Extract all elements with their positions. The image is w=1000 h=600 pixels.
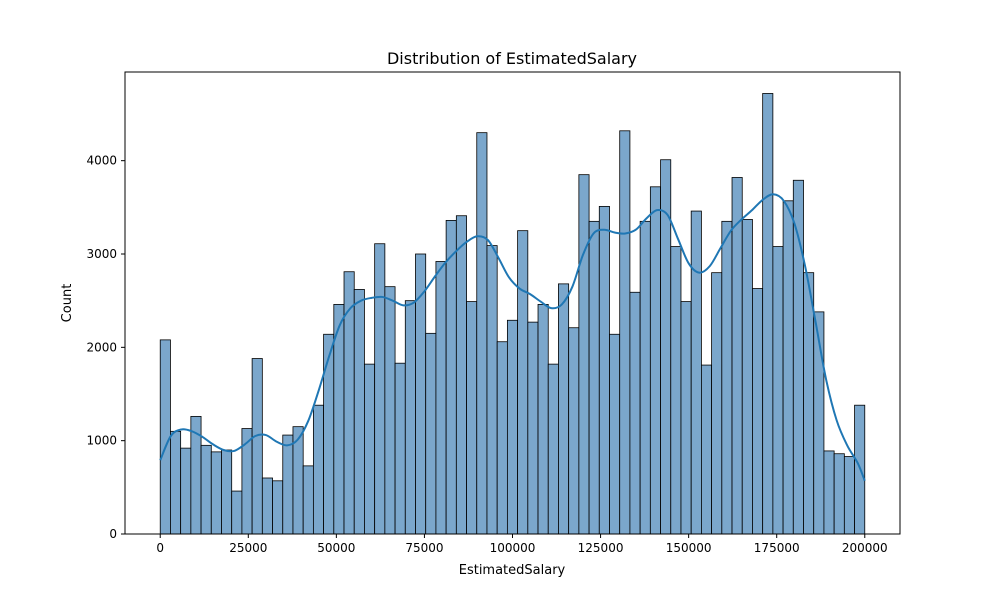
histogram-bar bbox=[762, 93, 774, 535]
histogram-bar bbox=[374, 243, 386, 535]
x-tick-label: 50000 bbox=[317, 541, 355, 555]
histogram-bar bbox=[231, 490, 243, 535]
histogram-bar bbox=[394, 362, 406, 535]
histogram-bar bbox=[792, 179, 804, 535]
histogram-bar bbox=[455, 215, 467, 535]
histogram-bar bbox=[251, 358, 263, 535]
y-axis-ticks: 0 1000 2000 3000 4000 bbox=[86, 154, 125, 541]
histogram-bar bbox=[568, 327, 580, 535]
x-tick-label: 200000 bbox=[842, 541, 888, 555]
histogram-bar bbox=[721, 220, 733, 535]
histogram-bar bbox=[619, 130, 631, 535]
histogram-bar bbox=[701, 364, 713, 535]
histogram-bar bbox=[180, 447, 192, 535]
histogram-bar bbox=[486, 245, 498, 535]
histogram-bar bbox=[210, 451, 222, 535]
histogram-bar bbox=[323, 333, 335, 535]
x-tick-label: 150000 bbox=[666, 541, 712, 555]
histogram-bar bbox=[159, 339, 171, 535]
histogram-bar bbox=[384, 286, 396, 535]
histogram-bar bbox=[506, 319, 519, 535]
histogram-bars bbox=[159, 93, 866, 535]
x-tick-label: 175000 bbox=[754, 541, 800, 555]
histogram-bar bbox=[772, 246, 784, 535]
histogram-bar bbox=[598, 205, 610, 535]
histogram-bar bbox=[261, 477, 273, 535]
histogram-bar bbox=[445, 219, 457, 535]
x-tick-label: 75000 bbox=[405, 541, 443, 555]
histogram-bar bbox=[496, 341, 508, 535]
chart-title: Distribution of EstimatedSalary bbox=[387, 49, 637, 68]
y-axis-label: Count bbox=[60, 284, 75, 323]
histogram-bar bbox=[629, 291, 641, 535]
histogram-bar bbox=[221, 449, 233, 535]
histogram-bar bbox=[170, 430, 182, 535]
histogram-bar bbox=[312, 404, 325, 535]
histogram-bar bbox=[200, 444, 212, 535]
x-tick-label: 25000 bbox=[229, 541, 267, 555]
histogram-bar bbox=[690, 210, 702, 535]
x-axis-ticks: 0 25000 50000 75000 100000 125000 150000 175000… bbox=[156, 534, 888, 555]
histogram-bar bbox=[609, 333, 621, 535]
kde-line bbox=[159, 193, 866, 482]
histogram-bar bbox=[588, 220, 600, 535]
y-tick-label: 3000 bbox=[86, 247, 117, 261]
histogram-bar bbox=[741, 219, 753, 535]
histogram-bar bbox=[639, 220, 651, 535]
histogram-bar bbox=[711, 272, 723, 535]
histogram-bar bbox=[527, 321, 539, 535]
y-tick-label: 0 bbox=[109, 527, 117, 541]
histogram-bar bbox=[537, 303, 549, 535]
histogram-bar bbox=[353, 289, 365, 535]
histogram-bar bbox=[282, 434, 294, 535]
histogram-bar bbox=[731, 177, 743, 535]
histogram-bar bbox=[364, 363, 376, 535]
histogram-bar bbox=[558, 283, 570, 535]
x-axis-label: EstimatedSalary bbox=[459, 563, 566, 578]
x-tick-label: 125000 bbox=[578, 541, 624, 555]
y-tick-label: 1000 bbox=[86, 434, 117, 448]
histogram-bar bbox=[649, 186, 661, 535]
histogram-bar bbox=[302, 465, 314, 535]
y-tick-label: 4000 bbox=[86, 154, 117, 168]
histogram-bar bbox=[752, 288, 764, 535]
x-tick-label: 100000 bbox=[490, 541, 536, 555]
histogram-bar bbox=[476, 132, 488, 535]
histogram-bar bbox=[404, 300, 416, 535]
histogram-bar bbox=[843, 456, 855, 535]
histogram-bar bbox=[272, 480, 284, 535]
histogram-bar bbox=[670, 246, 682, 535]
histogram-bar bbox=[435, 261, 447, 535]
histogram-bar bbox=[578, 174, 590, 535]
histogram-bar bbox=[680, 301, 692, 535]
histogram-bar bbox=[547, 363, 559, 535]
histogram-bar bbox=[466, 301, 478, 535]
x-tick-label: 0 bbox=[156, 541, 164, 555]
histogram-bar bbox=[823, 450, 835, 535]
y-tick-label: 2000 bbox=[86, 340, 117, 354]
histogram-bar bbox=[803, 272, 815, 535]
histogram-bar bbox=[425, 332, 437, 535]
histogram-bar bbox=[517, 230, 529, 535]
histogram-bar bbox=[782, 200, 794, 535]
histogram-bar bbox=[833, 453, 845, 535]
